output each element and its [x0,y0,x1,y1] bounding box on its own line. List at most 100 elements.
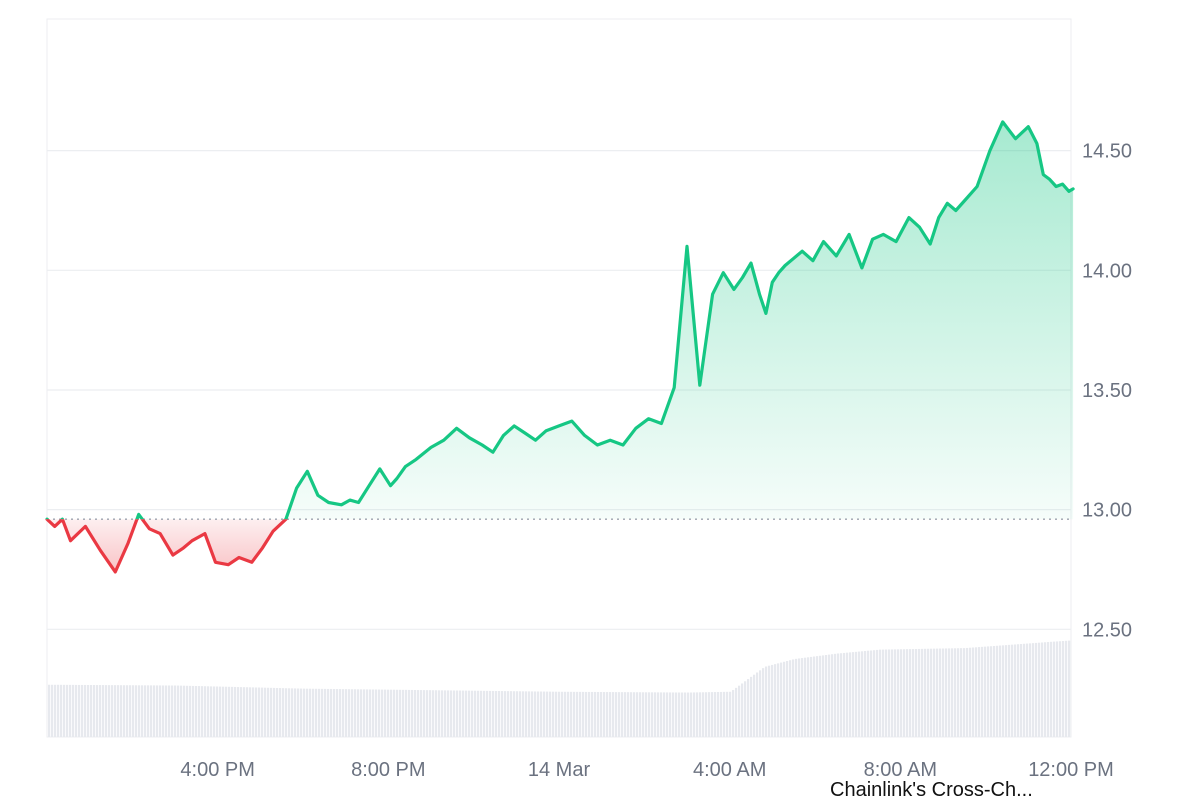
volume-bar [384,689,387,737]
volume-bar [51,684,54,737]
volume-bar [162,685,165,737]
volume-bar [450,690,453,737]
volume-bar [858,651,861,737]
volume-bar [657,692,660,737]
volume-bar [882,649,885,737]
volume-bar [909,649,912,737]
volume-bar [759,670,762,737]
volume-bar [411,689,414,737]
volume-bar [624,692,627,737]
volume-bar [246,687,249,737]
volume-bar [744,681,747,737]
y-tick-label: 12.50 [1082,619,1132,641]
volume-bar [660,692,663,737]
volume-bar [438,690,441,737]
volume-bar [201,686,204,737]
volume-bar [153,685,156,737]
volume-bar [1017,644,1020,737]
volume-bar [321,688,324,737]
volume-bar [603,692,606,737]
volume-bar [786,661,789,737]
volume-bar [645,692,648,737]
volume-bar [333,689,336,737]
volume-bar [1041,642,1044,737]
volume-bar [750,676,753,737]
volume-bar [687,692,690,737]
volume-bar [678,692,681,737]
volume-bar [516,691,519,737]
volume-bar [327,688,330,737]
volume-bar [441,690,444,737]
volume-bar [615,692,618,737]
volume-bar [630,692,633,737]
volume-bar [156,685,159,737]
volume-bar [255,687,258,737]
volume-bar [747,679,750,737]
volume-bar [969,647,972,737]
volume-bar [945,648,948,737]
volume-bar [345,689,348,737]
volume-bar [897,649,900,737]
volume-bar [315,688,318,737]
volume-bar [498,691,501,737]
volume-bar [837,653,840,737]
volume-bar [531,691,534,737]
volume-bar [639,692,642,737]
volume-bar [618,692,621,737]
chart-caption: Chainlink's Cross-Ch... [830,779,1033,801]
volume-bar [57,684,60,737]
volume-bar [393,689,396,737]
volume-bar [180,685,183,737]
volume-bar [1044,642,1047,737]
volume-bar [990,646,993,737]
volume-bar [354,689,357,737]
x-tick-label: 14 Mar [528,759,591,781]
volume-bar [462,690,465,737]
volume-bar [789,660,792,737]
volume-bar [852,652,855,737]
volume-bar [243,687,246,737]
volume-bar [717,691,720,737]
volume-bar [942,648,945,737]
volume-bar [294,688,297,737]
volume-bar [405,689,408,737]
volume-bar [210,686,213,737]
volume-bar [579,691,582,737]
volume-bar [336,689,339,737]
volume-bar [783,661,786,737]
volume-bar [84,684,87,737]
volume-bar [591,691,594,737]
volume-bar [570,691,573,737]
volume-bar [228,686,231,737]
x-tick-label: 4:00 PM [180,759,254,781]
volume-bar [93,685,96,737]
volume-bar [573,691,576,737]
price-line-down [45,519,288,574]
price-line-up [45,120,1075,520]
volume-bar [504,691,507,737]
volume-bar [72,684,75,737]
volume-bar [729,691,732,737]
volume-bar [1059,641,1062,737]
volume-bar [426,690,429,737]
volume-bar [666,692,669,737]
volume-bar [390,689,393,737]
volume-bar [738,685,741,737]
volume-bar [1047,642,1050,737]
y-tick-label: 13.00 [1082,500,1132,522]
volume-bar [1005,645,1008,737]
volume-bar [633,692,636,737]
volume-bar [801,658,804,737]
volume-bar [777,663,780,737]
volume-bar [546,691,549,737]
volume-bar [672,692,675,737]
volume-bar [903,649,906,737]
volume-bar [831,654,834,737]
volume-bar [702,692,705,737]
volume-bar [732,690,735,737]
volume-bar [804,657,807,737]
volume-bar [144,685,147,737]
volume-bar [1029,643,1032,737]
volume-bar [99,685,102,737]
x-tick-label: 12:00 PM [1028,759,1114,781]
